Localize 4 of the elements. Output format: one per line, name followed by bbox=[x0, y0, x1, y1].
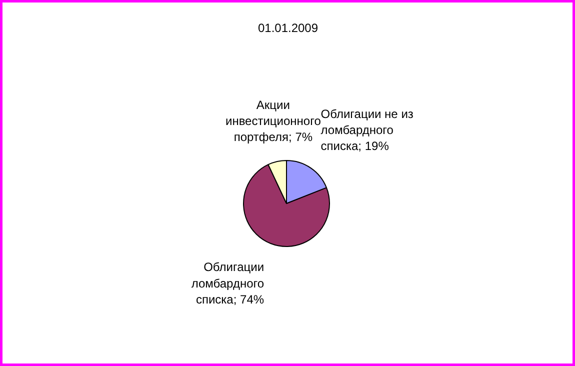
slice-label: Акции инвестиционного портфеля; 7% bbox=[225, 98, 322, 144]
chart-title: 01.01.2009 bbox=[258, 21, 318, 35]
slice-label: Облигации ломбардного списка; 74% bbox=[191, 260, 264, 306]
slice-label: Облигации не из ломбардного списка; 19% bbox=[320, 106, 414, 154]
